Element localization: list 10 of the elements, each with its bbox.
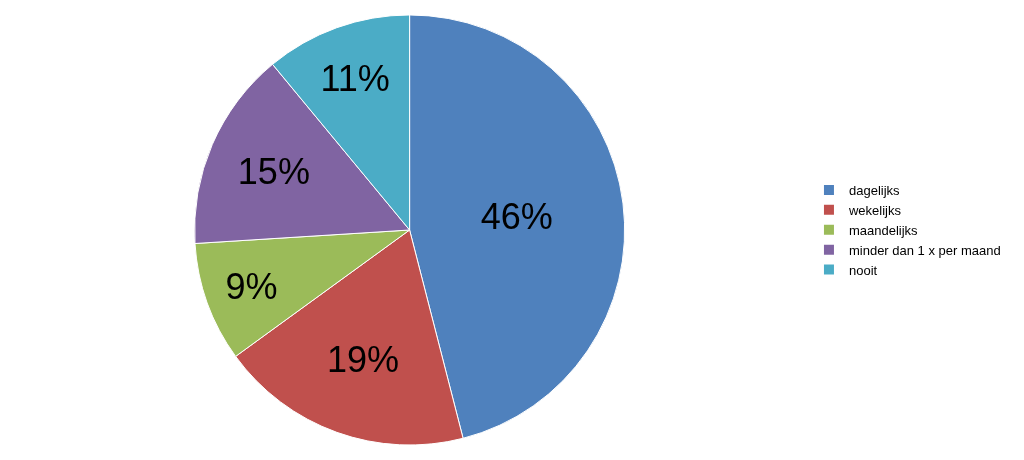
data-label: 19% — [326, 339, 399, 381]
legend-label: nooit — [848, 262, 878, 278]
data-label: 46% — [480, 195, 553, 237]
legend-label: minder dan 1 x per maand — [848, 242, 1001, 258]
data-label: 15% — [237, 150, 310, 192]
legend-label: maandelijks — [848, 222, 919, 238]
data-label: 9% — [225, 266, 278, 308]
legend-label: wekelijks — [847, 202, 902, 218]
legend-label: dagelijks — [848, 183, 901, 199]
data-label: 11% — [320, 58, 390, 100]
